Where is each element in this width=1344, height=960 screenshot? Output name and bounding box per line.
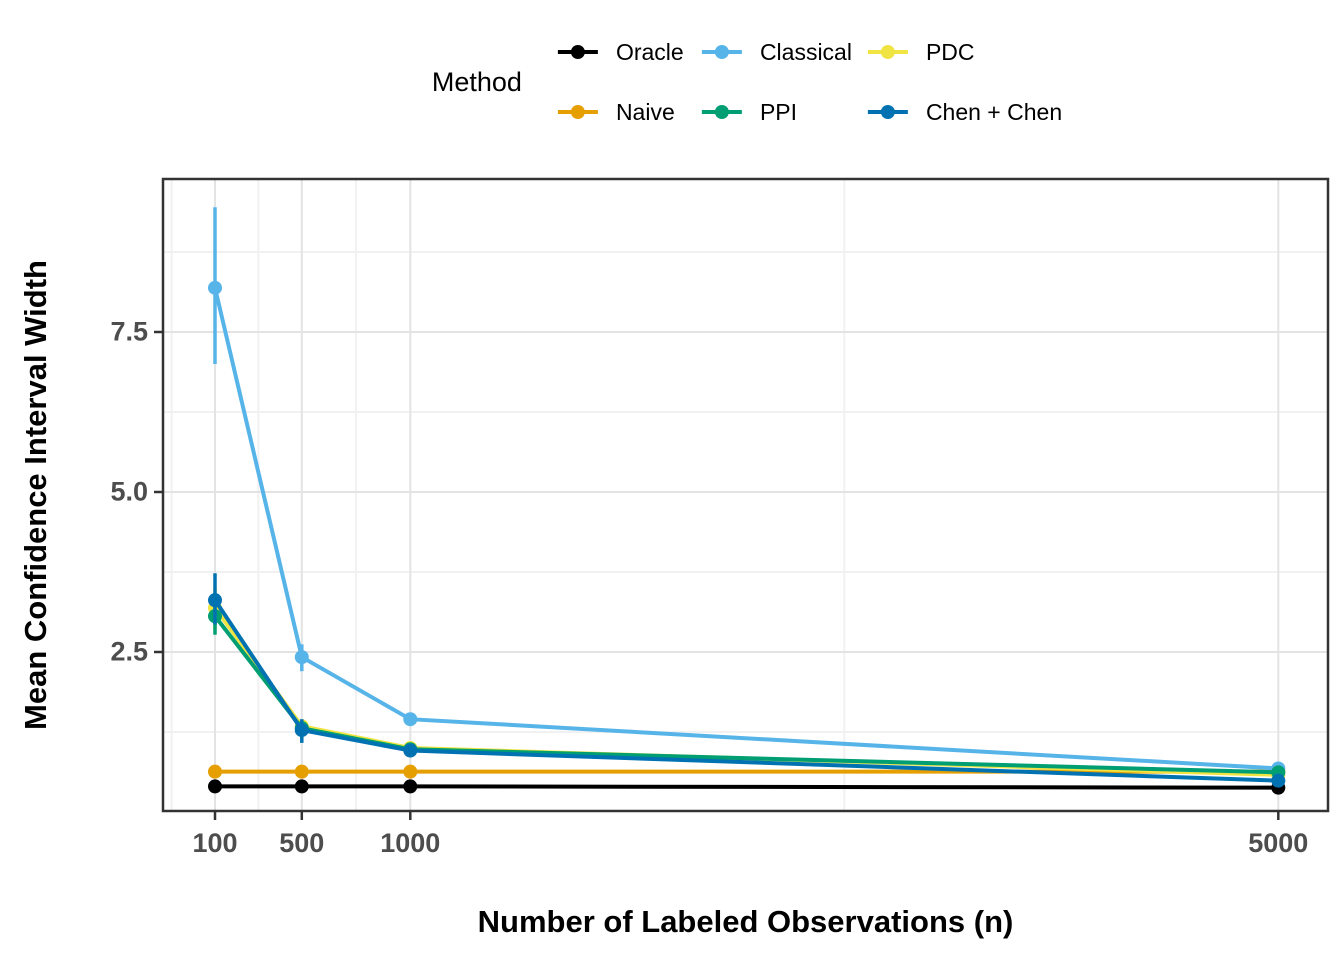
legend-key-dot-icon — [880, 105, 895, 119]
point-chen-chen — [208, 593, 222, 608]
point-naive — [403, 764, 418, 779]
line-classical — [213, 285, 1281, 771]
x-tick-label: 5000 — [1248, 828, 1309, 858]
point-oracle — [403, 779, 418, 794]
legend-key-line-icon — [557, 105, 598, 119]
legend-key-line-icon — [557, 45, 598, 59]
point-oracle — [208, 779, 222, 794]
y-tick-label: 7.5 — [110, 316, 148, 347]
point-chen-chen — [403, 743, 418, 758]
point-classical — [294, 650, 309, 665]
legend-item-label: Oracle — [615, 38, 684, 65]
point-naive — [208, 764, 222, 779]
legend-key-line-icon — [867, 105, 908, 119]
legend-title: Method — [431, 66, 522, 97]
legend-item-oracle: Oracle — [557, 36, 702, 68]
point-chen-chen — [294, 723, 309, 738]
point-classical — [403, 712, 418, 727]
legend-key-dot-icon — [714, 45, 729, 59]
panel-background — [163, 179, 1328, 811]
x-tick-label: 500 — [279, 828, 325, 858]
legend-key-dot-icon — [570, 45, 585, 59]
point-classical — [208, 280, 222, 295]
legend-key-line-icon — [701, 105, 742, 119]
y-tick-label: 2.5 — [110, 636, 148, 667]
point-naive — [294, 764, 309, 779]
legend-item-chen-chen: Chen + Chen — [867, 96, 1063, 128]
legend-item-label: Naive — [615, 98, 675, 125]
x-axis-title: Number of Labeled Observations (n) — [477, 904, 1014, 939]
panel-border — [161, 177, 1330, 813]
legend-item-label: PPI — [759, 98, 798, 125]
legend-key-line-icon — [701, 45, 742, 59]
legend-key-line-icon — [867, 45, 908, 59]
legend-item-ppi: PPI — [701, 96, 868, 128]
line-chen-chen — [213, 598, 1281, 783]
legend-item-label: Chen + Chen — [925, 98, 1063, 125]
legend-items: Oracle Classical PDC Naive PPI Chen + Chen — [557, 36, 1063, 128]
legend-item-naive: Naive — [557, 96, 702, 128]
legend-key-dot-icon — [570, 105, 585, 119]
point-oracle — [294, 779, 309, 794]
legend-key-dot-icon — [880, 45, 895, 59]
x-tick-label: 100 — [192, 828, 238, 858]
legend-item-classical: Classical — [701, 36, 868, 68]
legend-item-label: PDC — [925, 38, 975, 65]
legend-item-label: Classical — [759, 38, 852, 65]
x-tick-label: 1000 — [380, 828, 441, 858]
point-chen-chen — [1271, 773, 1286, 788]
legend-item-pdc: PDC — [867, 36, 1062, 68]
y-tick-label: 5.0 — [110, 476, 148, 507]
legend-key-dot-icon — [714, 105, 729, 119]
line-oracle — [213, 784, 1281, 790]
legend: Method Oracle Classical PDC Naive PPI Chen + … — [432, 36, 1062, 128]
